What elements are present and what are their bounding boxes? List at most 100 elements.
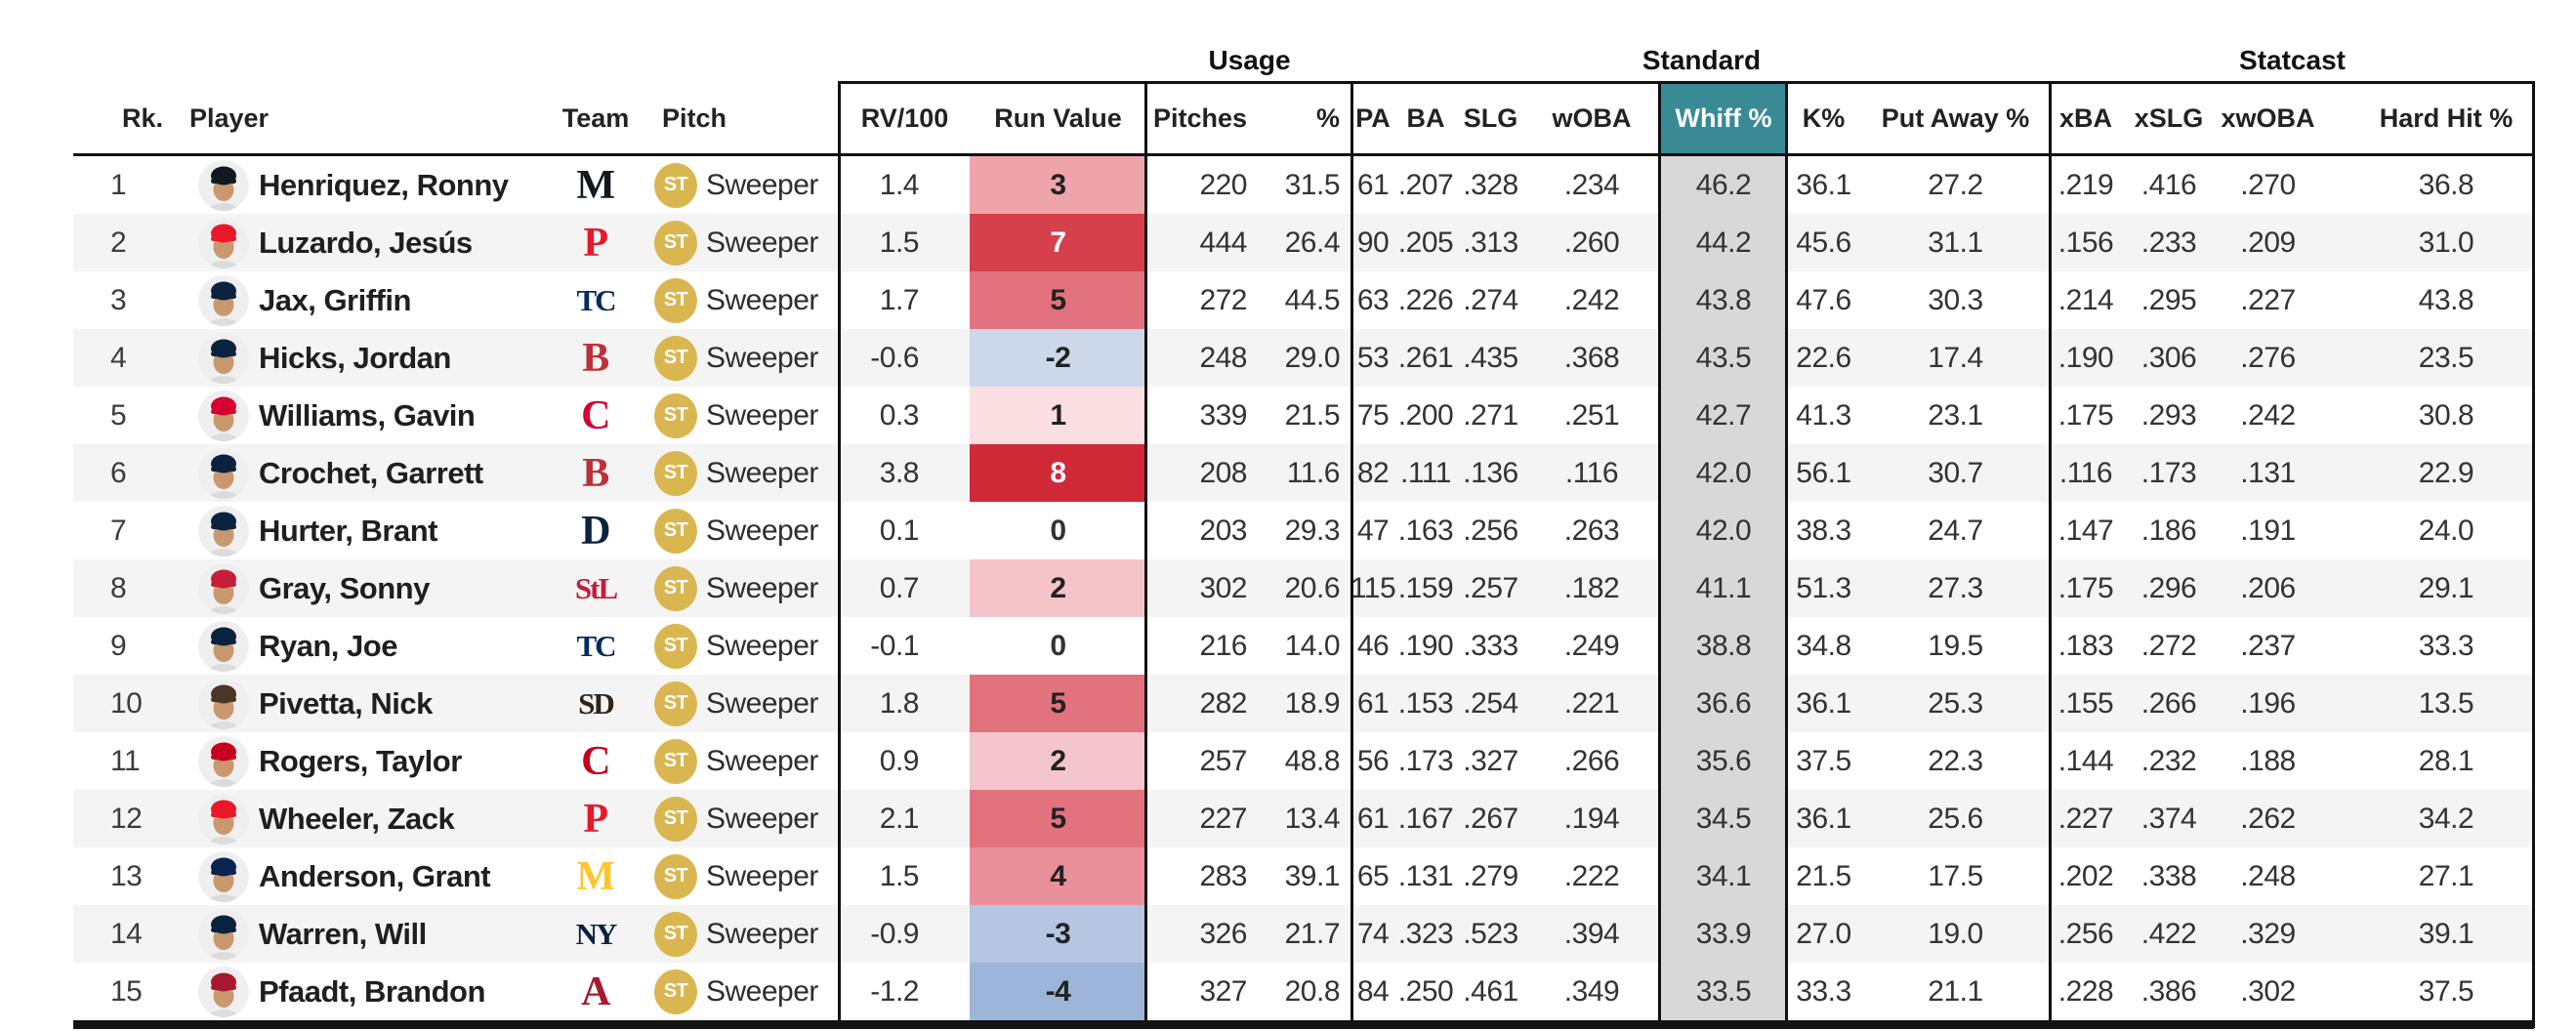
ba-value: .167	[1397, 802, 1454, 835]
player-cell[interactable]: Henriquez, Ronny	[156, 156, 561, 214]
pitch-cell: ST Sweeper	[630, 444, 840, 502]
k-pct-value: 33.3	[1796, 974, 1851, 1008]
xslg-value: .272	[2140, 629, 2197, 662]
player-name[interactable]: Crochet, Garrett	[259, 455, 483, 490]
player-name[interactable]: Luzardo, Jesús	[259, 225, 473, 260]
xwoba-value: .248	[2240, 859, 2296, 892]
pitch-cell: ST Sweeper	[630, 847, 840, 905]
player-headshot	[198, 505, 249, 557]
put-away-value: 17.5	[1928, 859, 1983, 892]
player-cell[interactable]: Wheeler, Zack	[156, 790, 561, 847]
player-cell[interactable]: Pivetta, Nick	[156, 675, 561, 732]
xslg-value: .266	[2140, 686, 2197, 720]
header-team[interactable]: Team	[561, 103, 630, 133]
player-cell[interactable]: Gray, Sonny	[156, 559, 561, 617]
woba-value: .221	[1563, 686, 1620, 720]
k-pct-value: 41.3	[1796, 398, 1851, 432]
header-put-away[interactable]: Put Away %	[1881, 103, 2030, 133]
woba-value: .251	[1563, 398, 1620, 432]
header-whiff-sorted[interactable]: Whiff %	[1660, 81, 1787, 156]
player-name[interactable]: Pivetta, Nick	[259, 685, 433, 721]
xslg-value: .295	[2140, 283, 2197, 316]
header-hard-hit[interactable]: Hard Hit %	[2379, 103, 2514, 133]
header-ba[interactable]: BA	[1406, 103, 1445, 133]
whiff-value: 41.1	[1660, 559, 1787, 617]
put-away-value: 25.6	[1928, 802, 1983, 835]
player-headshot	[198, 678, 249, 729]
header-rv100[interactable]: RV/100	[860, 103, 949, 133]
xslg-value: .386	[2140, 974, 2197, 1008]
table-bottom-edge	[73, 1020, 2534, 1029]
player-name[interactable]: Henriquez, Ronny	[259, 167, 509, 202]
header-pitch[interactable]: Pitch	[662, 103, 727, 133]
header-woba[interactable]: wOBA	[1552, 103, 1632, 133]
pitches-value: 283	[1199, 859, 1247, 892]
pitch-type-badge: ST	[654, 392, 697, 438]
player-cell[interactable]: Crochet, Garrett	[156, 444, 561, 502]
pitch-name: Sweeper	[706, 226, 818, 259]
player-name[interactable]: Gray, Sonny	[259, 570, 430, 605]
header-run-value[interactable]: Run Value	[994, 103, 1122, 133]
player-name[interactable]: Williams, Gavin	[259, 397, 476, 433]
rank-value: 6	[110, 456, 127, 489]
header-xslg[interactable]: xSLG	[2134, 103, 2204, 133]
whiff-value: 34.5	[1660, 790, 1787, 847]
player-name[interactable]: Hurter, Brant	[259, 513, 437, 548]
pitch-name: Sweeper	[706, 168, 818, 201]
team-logo: B	[582, 450, 609, 496]
usage-pct-value: 18.9	[1284, 686, 1341, 720]
player-cell[interactable]: Luzardo, Jesús	[156, 214, 561, 271]
player-cell[interactable]: Rogers, Taylor	[156, 732, 561, 790]
player-name[interactable]: Ryan, Joe	[259, 628, 397, 663]
rv100-value: 0.7	[879, 571, 920, 604]
rv100-value: -0.1	[870, 629, 919, 662]
header-rank[interactable]: Rk.	[122, 103, 164, 133]
xba-value: .227	[2057, 802, 2114, 835]
rv100-value: 2.1	[879, 802, 920, 835]
player-cell[interactable]: Williams, Gavin	[156, 387, 561, 444]
rv100-value: 0.3	[879, 398, 920, 432]
xwoba-value: .329	[2240, 917, 2296, 950]
player-name[interactable]: Hicks, Jordan	[259, 340, 451, 375]
usage-pct-value: 11.6	[1286, 456, 1341, 489]
pitch-name: Sweeper	[706, 686, 818, 720]
slg-value: .254	[1463, 686, 1518, 720]
slg-value: .313	[1463, 226, 1518, 259]
player-cell[interactable]: Ryan, Joe	[156, 617, 561, 675]
header-pitches[interactable]: Pitches	[1152, 103, 1247, 133]
player-cell[interactable]: Hicks, Jordan	[156, 329, 561, 387]
player-name[interactable]: Pfaadt, Brandon	[259, 973, 485, 1009]
player-name[interactable]: Jax, Griffin	[259, 282, 411, 317]
team-logo: NY	[575, 917, 618, 951]
xslg-value: .416	[2140, 168, 2197, 201]
team-cell: TC	[561, 271, 630, 329]
player-cell[interactable]: Pfaadt, Brandon	[156, 963, 561, 1020]
hard-hit-value: 33.3	[2418, 629, 2474, 662]
player-cell[interactable]: Warren, Will	[156, 905, 561, 963]
whiff-value: 42.7	[1660, 387, 1787, 444]
player-cell[interactable]: Jax, Griffin	[156, 271, 561, 329]
pitch-type-badge: ST	[654, 162, 697, 208]
hard-hit-value: 29.1	[2418, 571, 2474, 604]
header-xba[interactable]: xBA	[2058, 103, 2112, 133]
header-usage-pct[interactable]: %	[1315, 103, 1340, 133]
player-cell[interactable]: Hurter, Brant	[156, 502, 561, 559]
rank-value: 4	[110, 341, 127, 374]
rv100-value: 1.7	[879, 283, 920, 316]
player-name[interactable]: Warren, Will	[259, 916, 427, 951]
header-player[interactable]: Player	[189, 103, 270, 133]
table-row: 14 Warren, Will NY ST Sweeper -0.9 -3	[73, 905, 2534, 963]
header-pa[interactable]: PA	[1355, 103, 1391, 133]
player-name[interactable]: Rogers, Taylor	[259, 743, 462, 778]
header-slg[interactable]: SLG	[1463, 103, 1518, 133]
whiff-value: 34.1	[1660, 847, 1787, 905]
pa-value: 74	[1356, 917, 1390, 950]
header-xwoba[interactable]: xwOBA	[2221, 103, 2315, 133]
whiff-value: 33.9	[1660, 905, 1787, 963]
player-cell[interactable]: Anderson, Grant	[156, 847, 561, 905]
header-k-pct[interactable]: K%	[1802, 103, 1846, 133]
run-value-cell: 2	[970, 559, 1146, 617]
team-cell: A	[561, 963, 630, 1020]
player-name[interactable]: Anderson, Grant	[259, 858, 491, 893]
player-name[interactable]: Wheeler, Zack	[259, 801, 455, 836]
